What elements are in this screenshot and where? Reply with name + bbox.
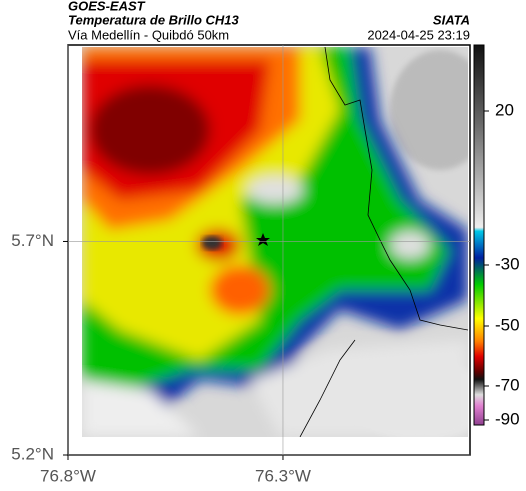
x-tick-label: 76.8°W (40, 466, 96, 485)
y-tick-label: 5.2°N (11, 444, 54, 463)
colorbar (473, 44, 485, 426)
location-marker (256, 233, 270, 246)
colorbar-label: -50 (495, 315, 520, 334)
colorbar-label: -90 (495, 409, 520, 428)
satellite-image (82, 47, 468, 437)
subtitle: Temperatura de Brillo CH13 (68, 12, 240, 27)
colorbar-label: -70 (495, 375, 520, 394)
datetime: 2024-04-25 23:19 (367, 27, 470, 42)
source: SIATA (433, 12, 470, 27)
location: Vía Medellín - Quibdó 50km (68, 27, 229, 42)
x-tick-label: 76.3°W (255, 466, 311, 485)
y-tick-label: 5.7°N (11, 231, 54, 250)
title: GOES-EAST (68, 0, 146, 13)
colorbar-label: -30 (495, 254, 520, 273)
colorbar-label: 20 (495, 100, 514, 119)
